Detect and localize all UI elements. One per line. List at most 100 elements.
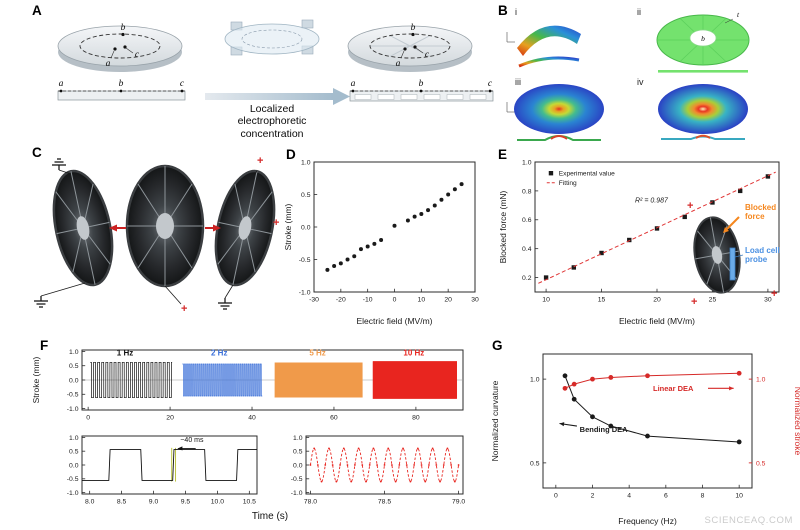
load-cell-probe-label: Load cell probe [745, 246, 780, 265]
disc-fixture [224, 19, 320, 56]
svg-text:Linear DEA: Linear DEA [653, 384, 694, 393]
svg-text:1.0: 1.0 [69, 435, 79, 442]
point-label-a: a [396, 59, 401, 69]
svg-text:6: 6 [664, 493, 668, 500]
chart-body-g: 0 2 4 6 8 10 0.5 1.0 0.5 1.0 Frequency (Hz) Normali… [490, 353, 800, 526]
motion-arrow-left [109, 224, 126, 232]
svg-text:R² = 0.987: R² = 0.987 [635, 197, 669, 204]
panel-label-f: F [40, 338, 49, 353]
svg-text:9.5: 9.5 [181, 499, 191, 506]
motion-arrow-right [205, 224, 221, 232]
svg-text:0.0: 0.0 [301, 224, 311, 231]
thickness-label-t: t [737, 10, 740, 19]
svg-text:0.5: 0.5 [293, 449, 303, 456]
point-label-b: b [419, 79, 424, 89]
actuator-middle [125, 164, 205, 288]
svg-text:Stroke (mm): Stroke (mm) [283, 203, 293, 250]
svg-text:~40 ms: ~40 ms [180, 437, 204, 444]
svg-text:0.5: 0.5 [301, 192, 311, 199]
series-10 Hz [372, 361, 458, 399]
svg-text:8: 8 [701, 493, 705, 500]
sim-i-bent-disc [517, 25, 581, 68]
svg-text:0.8: 0.8 [522, 188, 532, 195]
sim-iii-surface [514, 84, 604, 141]
svg-text:Electric field (MV/m): Electric field (MV/m) [356, 316, 432, 326]
point-label-c: c [135, 50, 140, 60]
svg-text:78.5: 78.5 [378, 499, 391, 506]
chart-body-fins1: 8.0 8.5 9.0 9.5 10.0 10.5 -1.0 -0.5 0.0 0.5 1.0 ~40… [67, 435, 258, 506]
svg-text:0.5: 0.5 [530, 460, 540, 467]
panel-a-schematic: b a c a b c [57, 19, 494, 105]
plus-terminal: + [257, 155, 263, 167]
svg-text:0.4: 0.4 [522, 246, 532, 253]
svg-text:10.0: 10.0 [211, 499, 224, 506]
process-caption: Localized electrophoretic concentration [237, 103, 307, 140]
svg-text:0.0: 0.0 [293, 462, 303, 469]
ground-icon [218, 298, 232, 310]
panel-label-g: G [492, 338, 503, 353]
svg-text:78.0: 78.0 [304, 499, 317, 506]
svg-text:80: 80 [412, 415, 420, 422]
svg-text:Normalized stroke: Normalized stroke [793, 387, 800, 456]
chart-body-fins2: 78.0 78.5 79.0 -1.0 -0.5 0.0 0.5 1.0 [291, 435, 466, 506]
svg-text:Frequency (Hz): Frequency (Hz) [618, 516, 677, 526]
svg-text:-0.5: -0.5 [67, 476, 79, 483]
series-Linear DEA [562, 370, 742, 391]
plus-terminal: + [691, 296, 697, 308]
inset-actuator [693, 216, 741, 294]
svg-text:-0.5: -0.5 [67, 392, 79, 399]
actuator-left [52, 169, 114, 287]
sub-label-i: i [515, 7, 517, 17]
point-label-a: a [351, 79, 356, 89]
svg-text:9.0: 9.0 [149, 499, 159, 506]
svg-text:1.0: 1.0 [293, 435, 303, 442]
load-cell-probe-graphic [729, 247, 736, 281]
svg-text:-0.5: -0.5 [299, 257, 311, 264]
svg-text:Normalized curvature: Normalized curvature [490, 380, 500, 461]
sub-label-ii: ii [637, 7, 641, 17]
plus-terminal: + [771, 288, 777, 300]
panel-label-e: E [498, 147, 508, 162]
series-5 Hz [274, 362, 363, 398]
svg-text:20: 20 [444, 297, 452, 304]
axis-indicator [506, 102, 515, 113]
svg-text:Stroke (mm): Stroke (mm) [31, 356, 41, 403]
plus-terminal: + [687, 200, 693, 212]
svg-text:8.5: 8.5 [117, 499, 127, 506]
blocked-force-arrow [723, 216, 740, 233]
svg-text:60: 60 [330, 415, 338, 422]
chart-stroke-vs-field: -30 -20 -10 0 10 20 30 -1.0 -0.5 0.0 0.5 1.0 Electri… [283, 159, 479, 326]
panel-label-b: B [498, 3, 508, 18]
disc-after: b a c [347, 23, 473, 72]
point-label-c: c [180, 79, 185, 89]
watermark: SCIENCEAQ.COM [704, 515, 793, 526]
svg-text:79.0: 79.0 [452, 499, 465, 506]
time-axis-label: Time (s) [251, 511, 289, 522]
svg-text:-1.0: -1.0 [299, 289, 311, 296]
panel-label-c: C [32, 145, 42, 160]
axis-indicator [506, 32, 515, 43]
svg-text:10: 10 [735, 493, 743, 500]
svg-text:1 Hz: 1 Hz [117, 349, 133, 358]
plus-terminal: + [273, 217, 279, 229]
svg-text:40: 40 [248, 415, 256, 422]
svg-text:2 Hz: 2 Hz [211, 349, 227, 358]
svg-text:Blocked force (mN): Blocked force (mN) [498, 190, 508, 263]
svg-text:0: 0 [393, 297, 397, 304]
series-stroke [325, 182, 464, 272]
chart-time-zoom-1hz: 8.0 8.5 9.0 9.5 10.0 10.5 -1.0 -0.5 0.0 0.5 1.0 ~40… [67, 435, 258, 506]
cross-section-before: a b c [57, 79, 186, 101]
electrode-ring-dashed [79, 33, 161, 59]
chart-time-zoom-10hz: 78.0 78.5 79.0 -1.0 -0.5 0.0 0.5 1.0 [291, 435, 466, 506]
series-2 Hz [182, 363, 263, 397]
chart-stroke-vs-time: 0 20 40 60 80 -1.0 -0.5 0.0 0.5 1.0 Stroke (mm) 1 H… [31, 349, 464, 422]
sub-label-iii: iii [515, 77, 521, 87]
svg-text:0.6: 0.6 [522, 217, 532, 224]
plus-terminal: + [181, 303, 187, 315]
sub-label-iv: iv [637, 77, 644, 87]
svg-text:-1.0: -1.0 [67, 490, 79, 497]
point-label-c: c [425, 50, 430, 60]
svg-text:30: 30 [764, 297, 772, 304]
svg-text:Electric field (MV/m): Electric field (MV/m) [619, 316, 695, 326]
series-Bending DEA [562, 373, 742, 445]
